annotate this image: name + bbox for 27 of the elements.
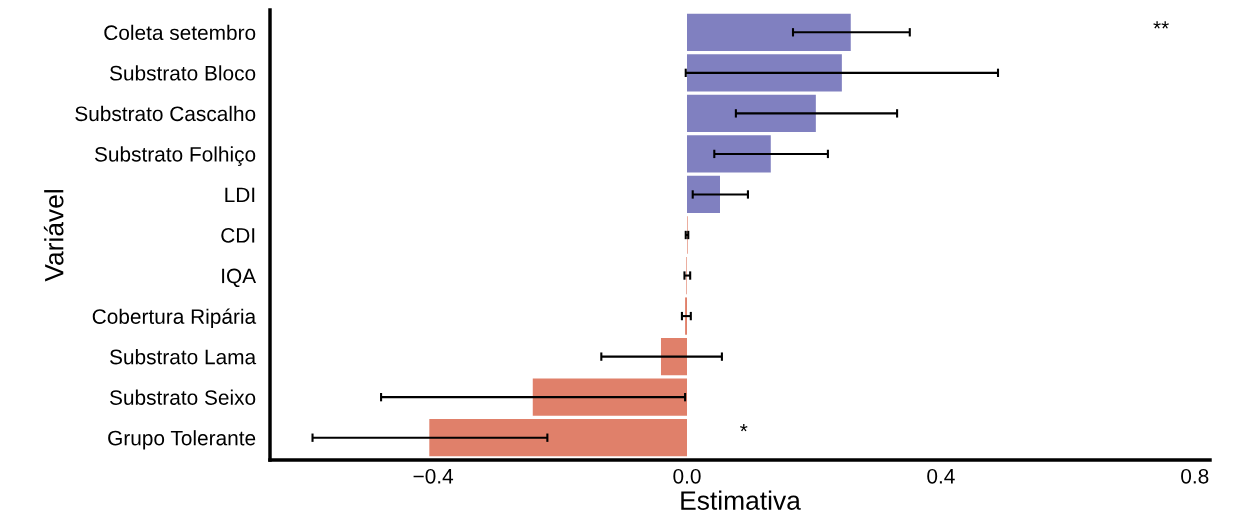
bar	[687, 175, 721, 214]
y-tick-label: Grupo Tolerante	[108, 430, 256, 450]
x-tick-label: 0.0	[673, 468, 701, 484]
y-tick-label: Substrato Seixo	[109, 389, 256, 405]
x-tick-label: 0.4	[927, 468, 955, 484]
bar	[660, 337, 687, 376]
bar	[532, 378, 687, 416]
x-axis-title: Estimativa	[681, 490, 801, 510]
y-tick-label: CDI	[221, 228, 255, 243]
y-tick-label: Substrato Lama	[109, 349, 257, 365]
bar	[429, 419, 687, 457]
y-axis-title: Variável	[43, 190, 64, 282]
bar	[687, 135, 771, 173]
x-tick-label: −0.4	[413, 468, 454, 484]
y-tick-label: Coleta setembro	[104, 24, 256, 41]
y-tick-label: Cobertura Ripária	[92, 308, 257, 329]
y-tick-label: LDI	[225, 187, 255, 203]
annotation: *	[740, 424, 748, 432]
y-tick-label: Substrato Cascalho	[75, 105, 256, 122]
y-tick-label: Substrato Folhiço	[94, 146, 256, 166]
bar	[687, 94, 816, 133]
y-tick-label: IQA	[222, 268, 257, 288]
bar	[687, 54, 842, 92]
bar	[687, 13, 851, 51]
x-tick-label: 0.8	[1181, 468, 1209, 484]
annotation: **	[1153, 21, 1169, 29]
y-tick-label: Substrato Bloco	[109, 65, 256, 81]
